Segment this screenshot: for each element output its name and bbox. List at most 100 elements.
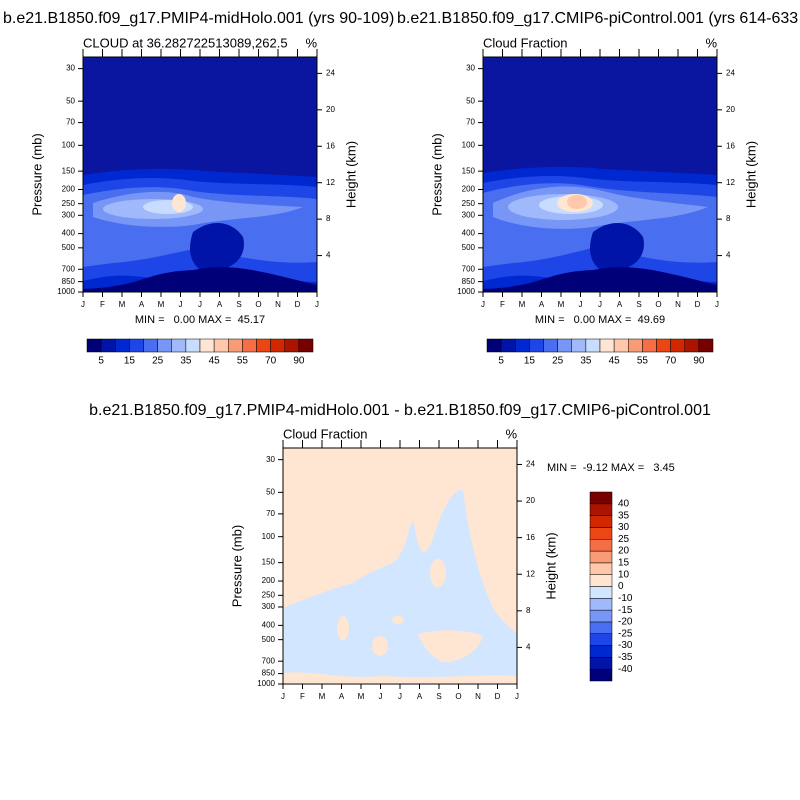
colorbar-box (589, 621, 613, 634)
contour-region (392, 616, 404, 624)
colorbar-label: 20 (618, 546, 630, 557)
contour-region (418, 630, 483, 663)
colorbar-box (656, 338, 671, 353)
y-tick-label: 50 (66, 96, 75, 105)
colorbar-box (515, 338, 530, 353)
y-tick-label: 250 (462, 199, 476, 208)
y-tick-label: 100 (262, 532, 276, 541)
colorbar-box (589, 645, 613, 658)
y-tick-label: 200 (262, 576, 276, 585)
panel-title: b.e21.B1850.f09_g17.PMIP4-midHolo.001 (y… (3, 10, 394, 27)
colorbar-box (557, 338, 572, 353)
contour-region (83, 267, 317, 292)
y-tick-label: 500 (262, 635, 276, 644)
y-axis-label: Pressure (mb) (429, 133, 444, 215)
x-tick-label: A (617, 300, 623, 309)
colorbar-box (599, 338, 615, 353)
colorbar-label: 40 (618, 498, 630, 509)
y-tick-label: 250 (62, 199, 76, 208)
y2-tick-label: 8 (526, 606, 531, 615)
colorbar-box (213, 338, 229, 353)
colorbar-label: 90 (293, 356, 305, 367)
colorbar-label: 35 (580, 356, 592, 367)
colorbar-label: 25 (618, 534, 630, 545)
x-tick-label: M (519, 300, 526, 309)
x-tick-label: J (198, 300, 202, 309)
colorbar-label: 35 (618, 510, 630, 521)
colorbar-label: 25 (152, 356, 164, 367)
colorbar-label: 5 (98, 356, 104, 367)
x-tick-label: O (255, 300, 261, 309)
x-tick-label: J (81, 300, 85, 309)
y2-tick-label: 4 (326, 251, 331, 260)
colorbar-label: 55 (637, 356, 649, 367)
x-tick-label: D (495, 692, 501, 701)
colorbar-box (589, 503, 613, 516)
x-tick-label: S (636, 300, 641, 309)
y2-tick-label: 16 (526, 533, 535, 542)
x-tick-label: J (598, 300, 602, 309)
y2-tick-label: 4 (526, 643, 531, 652)
contour-region (172, 194, 186, 212)
y-tick-label: 700 (462, 264, 476, 273)
y-tick-label: 850 (462, 277, 476, 286)
y-tick-label: 700 (262, 656, 276, 665)
y-tick-label: 70 (66, 118, 75, 127)
colorbar-label: 70 (665, 356, 677, 367)
x-tick-label: J (179, 300, 183, 309)
colorbar-box (486, 338, 502, 353)
colorbar-box (589, 657, 613, 670)
colorbar-box (698, 338, 714, 353)
colorbar-box (228, 338, 243, 353)
y-tick-label: 50 (266, 487, 275, 496)
colorbar-label: 25 (552, 356, 564, 367)
y-tick-label: 150 (262, 558, 276, 567)
x-tick-label: M (119, 300, 126, 309)
colorbar-label: 45 (609, 356, 621, 367)
contour-region (483, 267, 717, 292)
x-tick-label: M (319, 692, 326, 701)
y-tick-label: 1000 (457, 287, 475, 296)
colorbar-label: -20 (618, 617, 633, 628)
colorbar-box (242, 338, 257, 353)
colorbar-box (129, 338, 144, 353)
x-tick-label: D (695, 300, 701, 309)
colorbar-label: -35 (618, 652, 633, 663)
x-tick-label: F (300, 692, 305, 701)
y2-tick-label: 20 (726, 105, 735, 114)
contour-region (319, 536, 327, 560)
y-tick-label: 30 (66, 64, 75, 73)
x-tick-label: J (281, 692, 285, 701)
right-string: % (705, 35, 717, 50)
y-tick-label: 100 (62, 140, 76, 149)
colorbar-label: 35 (180, 356, 192, 367)
y-tick-label: 500 (462, 243, 476, 252)
x-tick-label: O (455, 692, 461, 701)
contour-region (337, 616, 349, 640)
y-tick-label: 400 (62, 229, 76, 238)
left-string: CLOUD at 36.282722513089,262.5 (83, 35, 288, 50)
panel-title: b.e21.B1850.f09_g17.PMIP4-midHolo.001 - … (89, 402, 711, 419)
colorbar-box (585, 338, 601, 353)
colorbar-box (642, 338, 657, 353)
right-string: % (305, 35, 317, 50)
contour-region (372, 636, 388, 656)
y-tick-label: 400 (462, 229, 476, 238)
y2-axis-label: Height (km) (743, 141, 758, 208)
x-tick-label: S (236, 300, 241, 309)
x-tick-label: J (579, 300, 583, 309)
colorbar-label: 15 (524, 356, 536, 367)
colorbar-box (143, 338, 158, 353)
colorbar-label: -15 (618, 605, 633, 616)
contour-region (283, 674, 517, 683)
y2-axis-label: Height (km) (343, 141, 358, 208)
contour-region (567, 195, 587, 209)
y2-tick-label: 12 (326, 178, 335, 187)
y-tick-label: 1000 (257, 679, 275, 688)
colorbar-label: 90 (693, 356, 705, 367)
y2-tick-label: 12 (726, 178, 735, 187)
x-tick-label: F (500, 300, 505, 309)
colorbar-label: -30 (618, 640, 633, 651)
colorbar-label: 0 (618, 581, 624, 592)
